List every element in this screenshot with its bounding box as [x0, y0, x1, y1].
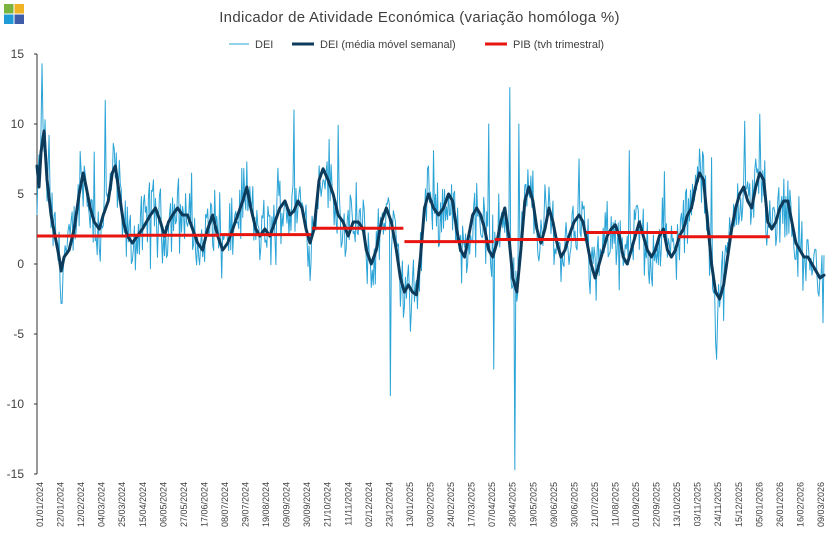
x-tick-label: 17/03/2025 — [467, 482, 477, 527]
x-tick-label: 24/02/2025 — [446, 482, 456, 527]
x-tick-label: 19/08/2024 — [261, 482, 271, 527]
logo-square-tl — [4, 4, 14, 14]
x-tick-label: 04/03/2024 — [97, 482, 107, 527]
x-tick-label: 26/01/2026 — [775, 482, 785, 527]
legend-label-dei-moving-average: DEI (média móvel semanal) — [320, 39, 456, 51]
x-tick-label: 13/01/2025 — [405, 482, 415, 527]
x-tick-label: 12/02/2024 — [76, 482, 86, 527]
x-tick-label: 06/05/2024 — [158, 482, 168, 527]
x-tick-label: 09/09/2024 — [282, 482, 292, 527]
x-tick-label: 02/12/2024 — [364, 482, 374, 527]
x-tick-label: 11/08/2025 — [610, 482, 620, 526]
series-dei-line — [36, 63, 825, 471]
series-dei-moving-average-line — [35, 129, 826, 301]
x-tick-label: 08/07/2024 — [220, 482, 230, 527]
legend: DEI DEI (média móvel semanal) PIB (tvh t… — [229, 39, 604, 51]
x-tick-label: 03/02/2025 — [426, 482, 436, 527]
chart-title: Indicador de Atividade Económica (variaç… — [219, 9, 620, 26]
x-tick-label: 13/10/2025 — [672, 482, 682, 527]
logo-square-br — [14, 14, 24, 24]
x-tick-label: 25/03/2024 — [117, 482, 127, 527]
x-tick-label: 09/06/2025 — [549, 482, 559, 527]
x-tick-label: 15/04/2024 — [138, 482, 148, 527]
y-tick-label: 0 — [17, 257, 24, 271]
x-tick-label: 19/05/2025 — [528, 482, 538, 527]
x-tick-label: 15/12/2025 — [734, 482, 744, 527]
x-tick-label: 29/07/2024 — [241, 482, 251, 527]
x-tick-label: 22/01/2024 — [56, 482, 66, 527]
y-tick-label: -5 — [13, 327, 24, 341]
logo-icon — [4, 4, 24, 24]
x-tick-label: 17/06/2024 — [199, 482, 209, 527]
x-tick-label: 27/05/2024 — [179, 482, 189, 527]
series-layer — [35, 63, 826, 471]
x-tick-label: 01/09/2025 — [631, 482, 641, 527]
x-tick-label: 24/11/2025 — [713, 482, 723, 526]
x-tick-label: 03/11/2025 — [693, 482, 703, 526]
y-tick-label: 10 — [11, 117, 25, 131]
x-tick-label: 23/12/2024 — [384, 482, 394, 527]
x-tick-label: 22/09/2025 — [652, 482, 662, 527]
x-tick-label: 16/02/2026 — [795, 482, 805, 527]
x-tick-label: 07/04/2025 — [487, 482, 497, 527]
x-tick-label: 01/01/2024 — [35, 482, 45, 527]
x-tick-label: 05/01/2026 — [754, 482, 764, 527]
legend-label-pib: PIB (tvh trimestral) — [513, 39, 604, 51]
legend-label-dei: DEI — [255, 39, 273, 51]
y-tick-label: -15 — [7, 467, 25, 481]
y-tick-label: 15 — [11, 47, 25, 61]
x-tick-label: 21/07/2025 — [590, 482, 600, 527]
x-tick-label: 30/06/2025 — [569, 482, 579, 527]
logo-square-bl — [4, 14, 14, 24]
y-tick-label: -10 — [7, 397, 25, 411]
x-tick-label: 21/10/2024 — [323, 482, 333, 527]
x-tick-label: 30/09/2024 — [302, 482, 312, 527]
x-tick-label: 09/03/2026 — [816, 482, 826, 527]
y-tick-label: 5 — [17, 187, 24, 201]
logo-square-tr — [14, 4, 24, 14]
axes: 15 10 5 0 -5 -10 -15 01/01/2024 22/01/2024 12/02/… — [7, 47, 826, 527]
x-tick-label: 28/04/2025 — [508, 482, 518, 527]
x-tick-label: 11/11/2024 — [343, 482, 353, 526]
